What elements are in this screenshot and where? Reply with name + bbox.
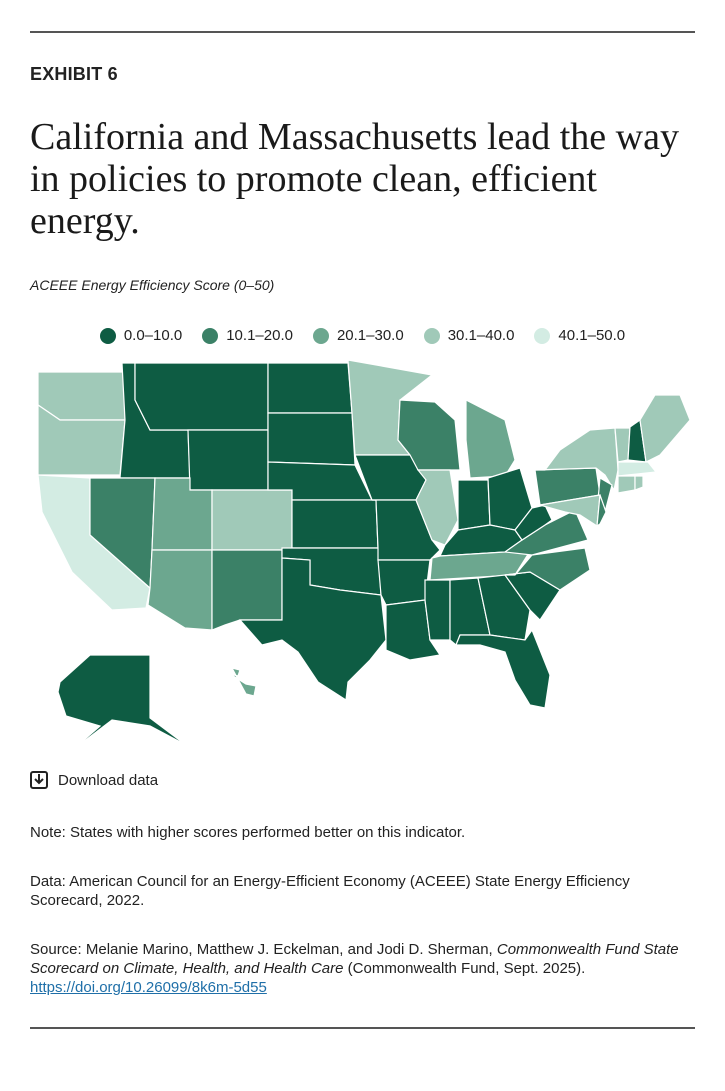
legend-swatch [534, 327, 551, 344]
state [229, 667, 257, 697]
state [37, 371, 126, 421]
state [267, 412, 356, 466]
download-icon [30, 771, 48, 789]
source-after: (Commonwealth Fund, Sept. 2025). [343, 960, 586, 977]
legend-item: 20.1–30.0 [312, 327, 404, 344]
legend-item: 30.1–40.0 [423, 327, 515, 344]
legend: 0.0–10.0 10.1–20.0 20.1–30.0 30.1–40.0 40.1–… [0, 327, 725, 344]
state [617, 475, 636, 494]
legend-item: 0.0–10.0 [99, 327, 183, 344]
state [477, 574, 531, 641]
state [539, 494, 601, 528]
title: California and Massachusetts lead the wa… [30, 116, 679, 242]
state [267, 362, 353, 414]
legend-label: 20.1–30.0 [336, 327, 404, 344]
source-link[interactable]: https://doi.org/10.26099/8k6m-5d55 [30, 979, 267, 996]
state [211, 489, 293, 551]
state [187, 429, 269, 491]
state [639, 394, 691, 463]
subtitle: ACEEE Energy Efficiency Score (0–50) [30, 277, 275, 293]
state [424, 579, 451, 641]
legend-swatch [202, 327, 219, 344]
legend-swatch [99, 327, 116, 344]
data-note: Data: American Council for an Energy-Eff… [30, 873, 630, 909]
legend-item: 40.1–50.0 [534, 327, 625, 344]
state [457, 479, 491, 531]
note: Note: States with higher scores performe… [30, 824, 466, 841]
source-text: Source: Melanie Marino, Matthew J. Eckel… [30, 941, 497, 958]
source-title: Commonwealth Fund State Scorecard on Cli… [30, 941, 679, 977]
state [238, 557, 387, 702]
download-button[interactable]: Download data [30, 771, 158, 789]
source: Source: Melanie Marino, Matthew J. Eckel… [30, 940, 700, 997]
legend-label: 0.0–10.0 [123, 327, 183, 344]
legend-item: 10.1–20.0 [202, 327, 293, 344]
state [465, 399, 516, 479]
bottom-rule [30, 1027, 695, 1029]
legend-label: 10.1–20.0 [226, 327, 293, 344]
legend-label: 40.1–50.0 [558, 327, 626, 344]
exhibit-label: EXHIBIT 6 [30, 64, 118, 84]
state [455, 628, 551, 709]
state [134, 362, 269, 431]
state [596, 494, 607, 528]
legend-label: 30.1–40.0 [447, 327, 515, 344]
state [291, 499, 379, 549]
state [415, 469, 459, 546]
state [211, 549, 283, 631]
legend-swatch [312, 327, 329, 344]
state [147, 549, 213, 631]
state [514, 504, 553, 541]
top-rule [30, 31, 695, 33]
state [57, 654, 187, 753]
state [534, 427, 619, 492]
map [37, 359, 691, 753]
legend-swatch [423, 327, 440, 344]
state [504, 547, 591, 591]
state [617, 461, 658, 477]
download-label[interactable]: Download data [58, 771, 159, 789]
state [377, 559, 431, 606]
state [634, 475, 644, 491]
